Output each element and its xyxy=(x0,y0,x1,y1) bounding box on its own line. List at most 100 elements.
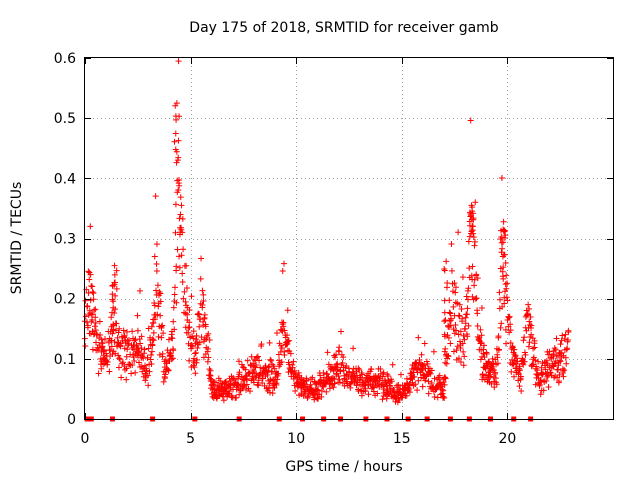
data-point xyxy=(528,322,535,329)
data-point xyxy=(442,317,449,324)
data-point xyxy=(175,154,182,161)
data-point xyxy=(284,338,291,345)
data-point xyxy=(431,375,438,382)
data-point xyxy=(508,368,515,375)
data-point xyxy=(213,394,220,401)
data-point xyxy=(198,255,205,262)
data-point xyxy=(460,362,467,369)
data-point xyxy=(365,391,372,398)
data-point xyxy=(511,351,518,358)
data-point xyxy=(121,332,128,339)
data-point xyxy=(148,360,155,367)
data-point xyxy=(437,376,444,383)
data-point xyxy=(477,340,484,347)
data-point xyxy=(233,394,240,401)
data-point xyxy=(173,267,180,274)
data-point xyxy=(197,275,204,282)
data-point xyxy=(441,331,448,338)
data-point xyxy=(467,210,474,217)
data-point xyxy=(527,313,534,320)
data-point xyxy=(82,313,89,320)
data-point xyxy=(96,335,103,342)
data-point xyxy=(434,394,441,401)
data-point xyxy=(431,393,438,400)
data-point xyxy=(439,390,446,397)
data-point xyxy=(494,354,501,361)
data-point xyxy=(491,384,498,391)
y-tick-label: 0.2 xyxy=(54,292,76,308)
data-point xyxy=(236,358,242,365)
data-point xyxy=(256,357,263,364)
data-point xyxy=(440,379,447,386)
data-point xyxy=(510,361,517,368)
data-point xyxy=(193,332,200,339)
data-point xyxy=(111,262,118,269)
data-point xyxy=(120,359,127,366)
data-point xyxy=(531,344,538,351)
data-point xyxy=(425,378,432,385)
data-point xyxy=(287,350,294,357)
data-point xyxy=(525,343,532,350)
data-point xyxy=(320,369,327,376)
data-point xyxy=(109,296,116,303)
data-point xyxy=(199,301,206,308)
data-point xyxy=(446,318,453,325)
data-point xyxy=(503,294,510,301)
data-point xyxy=(425,390,432,397)
data-point xyxy=(264,371,271,378)
data-point xyxy=(206,337,213,344)
data-point xyxy=(275,370,282,377)
data-point xyxy=(359,371,366,378)
data-point xyxy=(441,381,448,388)
data-point xyxy=(84,303,91,310)
data-point xyxy=(199,287,206,294)
data-point xyxy=(91,323,98,330)
data-point xyxy=(121,366,128,373)
data-point xyxy=(129,361,136,368)
data-point xyxy=(555,362,562,369)
data-point xyxy=(324,371,331,378)
data-point xyxy=(450,326,457,333)
data-point xyxy=(474,275,481,282)
data-point xyxy=(177,211,184,218)
data-point xyxy=(406,385,413,392)
data-point xyxy=(403,392,410,399)
data-point xyxy=(185,324,192,331)
data-point xyxy=(547,369,554,376)
data-point xyxy=(418,367,425,374)
data-point xyxy=(201,311,208,318)
data-point xyxy=(464,311,471,318)
data-point xyxy=(483,350,490,357)
data-point xyxy=(412,381,419,388)
data-point xyxy=(527,322,534,329)
data-point xyxy=(553,335,560,342)
data-point xyxy=(145,382,152,389)
data-point xyxy=(421,340,428,347)
data-point xyxy=(175,180,182,187)
data-point xyxy=(145,325,152,332)
data-point xyxy=(389,361,396,368)
grid xyxy=(85,58,613,419)
data-point xyxy=(326,385,333,392)
data-point xyxy=(452,322,459,329)
data-point xyxy=(82,343,89,350)
data-point xyxy=(520,337,527,344)
data-point xyxy=(448,240,455,247)
data-point xyxy=(171,138,178,145)
data-point xyxy=(477,326,484,333)
data-point xyxy=(320,383,327,390)
data-point xyxy=(123,365,130,372)
data-point xyxy=(464,305,471,312)
data-point xyxy=(526,305,533,312)
axes: 0 0.1 0.2 0.3 0.4 0.5 0.6 0 5 10 15 20 xyxy=(54,51,613,447)
data-point xyxy=(472,199,479,206)
data-point xyxy=(179,270,186,277)
data-point xyxy=(291,367,298,374)
data-point xyxy=(288,368,295,375)
data-point xyxy=(399,394,406,401)
data-point xyxy=(481,342,488,349)
data-point xyxy=(178,224,185,231)
y-tick-label: 0.1 xyxy=(54,352,76,368)
data-point xyxy=(324,349,331,356)
data-point xyxy=(307,381,314,388)
